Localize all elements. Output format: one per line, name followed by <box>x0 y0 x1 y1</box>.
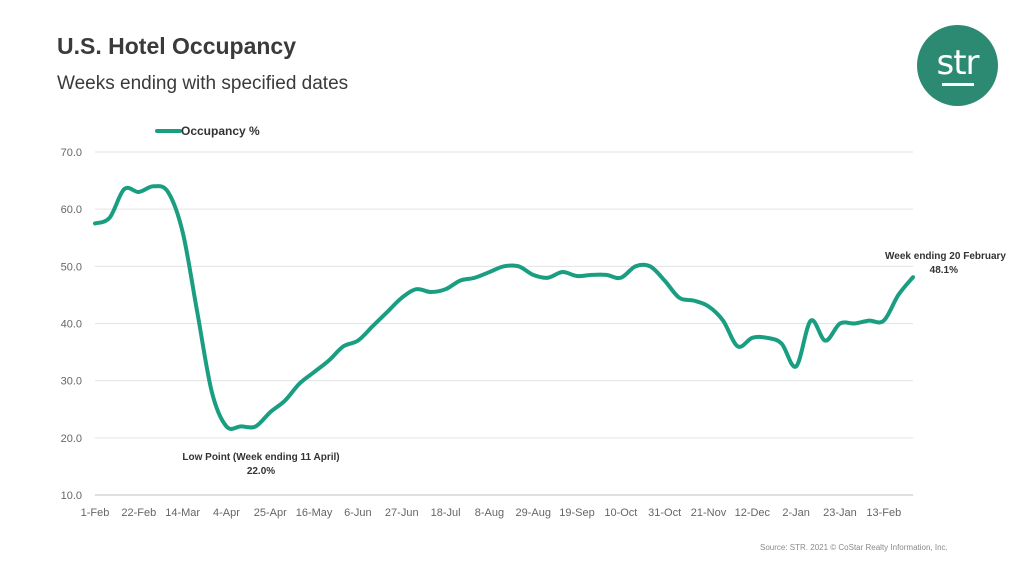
x-tick-label: 18-Jul <box>431 507 461 519</box>
x-tick-label: 27-Jun <box>385 507 419 519</box>
y-tick-label: 40.0 <box>61 319 82 331</box>
x-tick-label: 13-Feb <box>866 507 901 519</box>
x-tick-label: 29-Aug <box>515 507 550 519</box>
y-tick-label: 30.0 <box>61 376 82 388</box>
x-tick-label: 4-Apr <box>213 507 240 519</box>
source-note: Source: STR. 2021 © CoStar Realty Inform… <box>760 543 948 552</box>
x-tick-label: 21-Nov <box>691 507 727 519</box>
logo-text: str <box>936 42 979 83</box>
x-tick-label: 19-Sep <box>559 507 594 519</box>
x-tick-label: 1-Feb <box>81 507 110 519</box>
latest-week-annotation-label: Week ending 20 February <box>885 251 1006 262</box>
x-tick-label: 22-Feb <box>121 507 156 519</box>
x-tick-label: 23-Jan <box>823 507 857 519</box>
x-tick-label: 31-Oct <box>648 507 681 519</box>
logo-underline <box>942 83 974 86</box>
str-logo: str <box>917 25 998 106</box>
x-tick-label: 2-Jan <box>782 507 810 519</box>
y-tick-label: 70.0 <box>61 147 82 159</box>
x-tick-label: 12-Dec <box>735 507 771 519</box>
low-point-annotation-value: 22.0% <box>247 466 275 477</box>
legend-label: Occupancy % <box>181 124 260 138</box>
chart-title: U.S. Hotel Occupancy <box>57 33 297 59</box>
latest-week-annotation-value: 48.1% <box>930 265 958 276</box>
chart-subtitle: Weeks ending with specified dates <box>57 73 349 94</box>
x-tick-label: 6-Jun <box>344 507 372 519</box>
x-tick-label: 25-Apr <box>254 507 287 519</box>
x-tick-label: 14-Mar <box>165 507 200 519</box>
low-point-annotation-label: Low Point (Week ending 11 April) <box>182 452 339 463</box>
y-tick-label: 20.0 <box>61 433 82 445</box>
x-tick-label: 16-May <box>296 507 333 519</box>
x-tick-label: 10-Oct <box>604 507 637 519</box>
x-tick-label: 8-Aug <box>475 507 504 519</box>
y-tick-label: 50.0 <box>61 261 82 273</box>
occupancy-series-line <box>93 184 915 431</box>
y-tick-label: 10.0 <box>61 490 82 502</box>
y-tick-label: 60.0 <box>61 204 82 216</box>
